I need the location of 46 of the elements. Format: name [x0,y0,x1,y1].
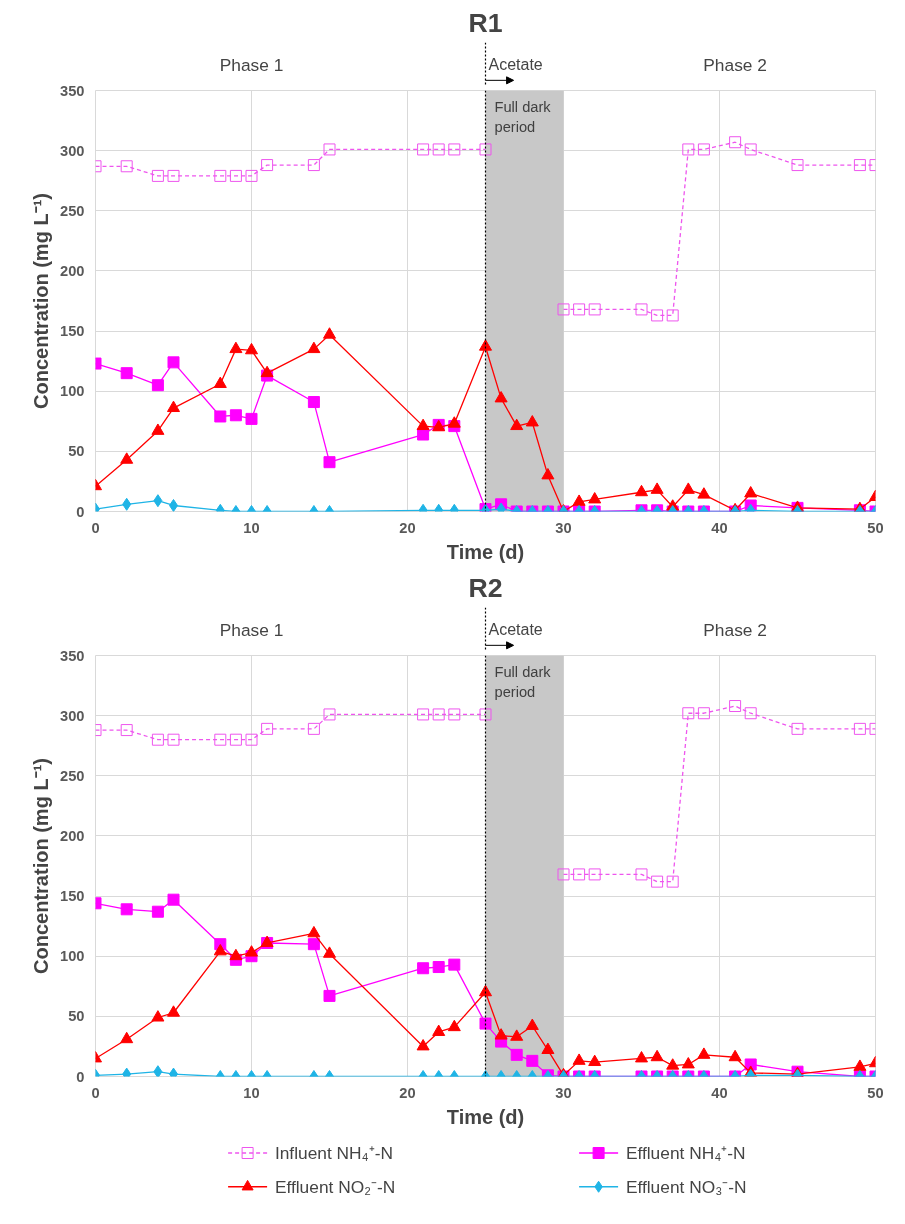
text: Phase 2 [703,54,767,75]
x-tick-label: 40 [711,519,728,536]
x-axis-title: Time (d) [446,1105,525,1128]
legend-label: Effluent NO₂⁻-N [274,1176,396,1197]
x-tick-label: 30 [555,1084,572,1101]
legend-label: Effluent NH₄⁺-N [625,1143,746,1163]
text: Phase 2 [703,619,767,640]
y-tick-label: 50 [68,443,85,460]
x-tick-label: 10 [243,1084,260,1101]
y-tick-label: 50 [68,1008,85,1025]
y-tick-label: 150 [60,888,85,905]
x-tick-label: 20 [399,519,416,536]
text: Phase 1 [219,54,284,75]
x-tick-label: 30 [555,519,572,536]
x-tick-label: 40 [711,1084,728,1101]
y-axis-title: Concentration (mg L⁻¹) [30,193,53,409]
x-tick-label: 0 [91,519,100,536]
x-tick-label: 50 [867,519,884,536]
chart-title: R1 [468,7,503,38]
y-tick-label: 250 [60,202,85,219]
y-tick-label: 200 [60,262,85,279]
y-tick-label: 100 [60,948,85,965]
ref-line-label: Acetate [488,620,543,638]
x-tick-label: 0 [91,1084,100,1101]
band-label: Full dark period [494,663,552,701]
y-tick-label: 0 [76,1068,85,1085]
y-tick-label: 300 [60,707,85,724]
x-tick-label: 20 [399,1084,416,1101]
y-tick-label: 350 [60,82,85,99]
y-axis-title: Concentration (mg L⁻¹) [30,758,53,974]
y-tick-label: 200 [60,827,85,844]
legend-label: Influent NH₄⁺-N [274,1143,393,1163]
x-tick-label: 10 [243,519,260,536]
y-tick-label: 350 [60,647,85,664]
text: Phase 1 [219,619,284,640]
y-tick-label: 100 [60,383,85,400]
x-axis-title: Time (d) [446,540,525,563]
y-tick-label: 250 [60,767,85,784]
chart-title: R2 [468,572,503,603]
band-label: Full dark period [494,98,552,136]
x-tick-label: 50 [867,1084,884,1101]
ref-line-label: Acetate [488,55,543,73]
y-tick-label: 0 [76,503,85,520]
legend-label: Effluent NO₃⁻-N [625,1176,747,1197]
y-tick-label: 150 [60,323,85,340]
y-tick-label: 300 [60,142,85,159]
